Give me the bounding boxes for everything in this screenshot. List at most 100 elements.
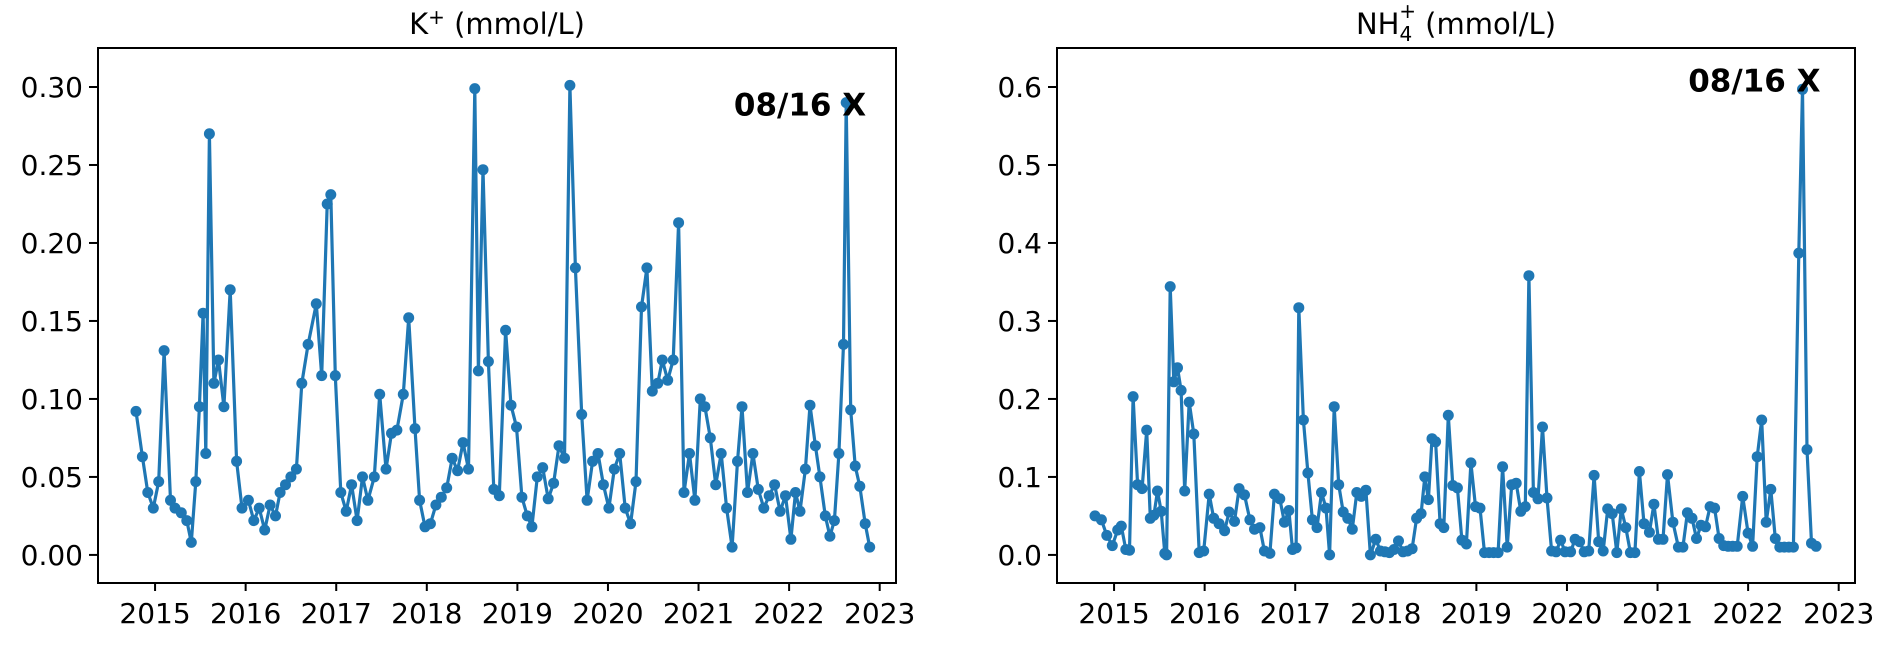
data-point (270, 510, 281, 522)
data-point (1183, 396, 1195, 408)
data-point (747, 448, 759, 459)
data-point (548, 477, 560, 489)
data-point (248, 515, 260, 527)
data-point (231, 455, 243, 467)
data-point (1106, 540, 1118, 552)
y-tick-label: 0.15 (21, 305, 83, 338)
data-point (1203, 488, 1215, 500)
data-point (424, 518, 436, 530)
peak-date-annotation-kplus: 08/16 X (734, 88, 866, 124)
data-point (511, 421, 522, 433)
data-point (142, 487, 154, 498)
data-point (1239, 489, 1250, 501)
data-point (193, 401, 205, 413)
data-point (1787, 541, 1799, 553)
data-point (1127, 391, 1139, 403)
data-point (662, 374, 674, 386)
data-point (1219, 525, 1231, 537)
data-point (542, 493, 554, 505)
data-point (619, 502, 631, 514)
data-point (1095, 514, 1107, 526)
data-point (340, 505, 352, 517)
x-tick-label: 2022 (753, 597, 824, 630)
y-tick-label: 0.30 (21, 71, 83, 104)
data-point (587, 455, 599, 467)
data-point (1328, 401, 1340, 413)
data-point (208, 377, 220, 389)
data-point (1648, 498, 1660, 510)
data-point (553, 440, 565, 452)
data-point (1152, 485, 1163, 497)
data-point (794, 505, 806, 517)
data-point (1769, 533, 1781, 544)
data-point (790, 487, 801, 498)
data-point (1760, 516, 1772, 528)
data-point (1615, 503, 1627, 515)
data-point (403, 312, 415, 324)
data-point (1244, 514, 1256, 526)
plot-box-nh4 (1056, 47, 1856, 584)
x-tick-label: 2021 (1622, 597, 1693, 630)
data-point (726, 541, 738, 553)
chart-nh4: NH4+ (mmol/L) 2015 2016 2017 2018 2019 2020 202… (997, 0, 1874, 630)
data-point (809, 440, 821, 452)
data-point (1302, 467, 1314, 479)
data-point (1346, 523, 1358, 535)
data-point (833, 448, 845, 459)
data-point (1360, 484, 1372, 496)
data-point (452, 465, 464, 477)
data-point (325, 189, 337, 201)
x-tick-label: 2016 (1169, 597, 1240, 630)
data-point (158, 345, 170, 357)
data-point (531, 471, 543, 483)
plot-box-kplus (97, 47, 897, 584)
data-point (477, 164, 489, 176)
data-point (1810, 540, 1822, 552)
data-point (362, 494, 374, 506)
data-point (397, 388, 409, 400)
data-point (1747, 540, 1759, 552)
data-point (346, 479, 358, 491)
data-point (1474, 502, 1486, 514)
data-point (763, 490, 775, 502)
data-point (780, 490, 791, 502)
data-point (715, 448, 727, 459)
x-tick-label: 2015 (119, 597, 190, 630)
y-tick-label: 0.00 (21, 539, 83, 572)
data-point (446, 452, 458, 464)
data-point (357, 471, 368, 483)
data-point (1793, 247, 1805, 259)
data-point (1124, 544, 1135, 556)
data-point (218, 401, 230, 413)
data-point (1465, 457, 1477, 469)
y-tick-label: 0.4 (997, 227, 1042, 260)
data-point (630, 476, 642, 488)
data-point (1388, 544, 1400, 555)
data-point (1662, 469, 1673, 481)
data-point (769, 479, 781, 491)
data-point (147, 502, 159, 514)
data-point (1691, 533, 1702, 544)
data-point (242, 494, 254, 506)
data-point (321, 198, 333, 210)
data-point (175, 507, 187, 519)
data-point (430, 499, 442, 511)
data-point (526, 521, 538, 533)
data-point (1510, 477, 1522, 489)
data-point (1155, 505, 1167, 517)
data-point (136, 451, 148, 463)
data-point (1588, 469, 1600, 481)
data-point (374, 388, 386, 400)
chart-title-kplus: K+ (mmol/L) (409, 5, 585, 41)
x-tick-label: 2015 (1078, 597, 1149, 630)
data-point (1316, 487, 1327, 498)
data-point (500, 324, 512, 336)
x-axis-ticks-kplus: 2015 2016 2017 2018 2019 2020 2021 2022 2023 (119, 583, 915, 630)
data-point (1175, 384, 1187, 396)
x-tick-label: 2017 (301, 597, 372, 630)
data-point (1700, 521, 1711, 533)
data-point (441, 482, 453, 494)
data-point (1333, 479, 1345, 491)
